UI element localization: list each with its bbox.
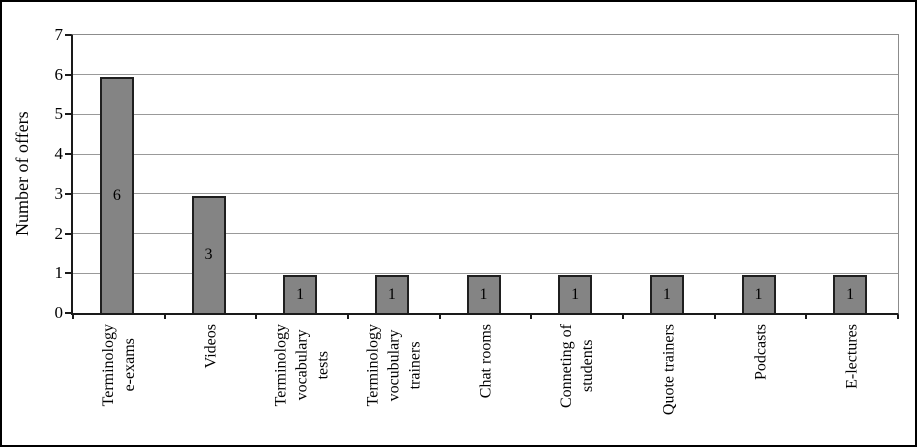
x-category-label: Terminology vocubulary trainers <box>364 324 424 407</box>
bar-value-label: 1 <box>387 286 396 304</box>
y-tick-label: 2 <box>54 223 64 243</box>
x-tick-mark <box>347 315 349 319</box>
bar: 1 <box>741 275 776 313</box>
bar: 1 <box>649 275 684 313</box>
x-tick-mark <box>530 315 533 319</box>
y-tick-mark <box>65 312 71 314</box>
bar: 1 <box>558 275 593 313</box>
bar-value-label: 1 <box>479 286 488 304</box>
x-category-label: Conneting of students <box>558 324 597 408</box>
x-category-label: E-lectures <box>843 324 861 389</box>
y-tick-label: 5 <box>54 104 64 124</box>
bar-value-label: 1 <box>296 286 305 304</box>
gridline <box>73 193 898 195</box>
bar-value-label: 1 <box>662 286 671 304</box>
x-category-label: Chat rooms <box>477 324 494 399</box>
x-tick-mark <box>713 315 716 319</box>
plot-area: 6 3 1 1 1 1 1 1 1 <box>65 34 899 319</box>
y-tick-mark <box>65 192 71 195</box>
x-category-label: Videos <box>202 324 219 369</box>
gridline <box>73 74 898 76</box>
y-tick-label: 4 <box>54 144 64 164</box>
bar: 6 <box>99 76 134 313</box>
y-tick-mark <box>65 113 71 116</box>
bar: 1 <box>833 275 868 313</box>
gridline <box>73 153 898 155</box>
bar: 3 <box>191 195 226 313</box>
gridline <box>73 113 898 115</box>
y-tick-label: 3 <box>54 183 64 203</box>
x-tick-mark <box>255 315 258 319</box>
x-category-label: Terminology e-exams <box>99 324 138 407</box>
x-category-label: Podcasts <box>752 324 769 380</box>
x-tick-mark <box>163 315 166 319</box>
x-tick-mark <box>438 315 441 319</box>
y-tick-label: 1 <box>54 263 64 283</box>
x-category-label: Quote trainers <box>660 324 678 416</box>
y-tick-mark <box>65 153 71 156</box>
x-tick-mark <box>622 315 624 319</box>
y-tick-label: 7 <box>54 25 64 44</box>
gridline <box>73 272 898 274</box>
y-tick-mark <box>65 272 71 275</box>
bar-value-label: 3 <box>204 246 213 264</box>
x-tick-mark <box>805 315 808 319</box>
y-tick-mark <box>65 232 71 235</box>
bar: 1 <box>374 275 409 313</box>
y-tick-label: 0 <box>54 303 64 322</box>
gridline <box>73 233 898 235</box>
bar-value-label: 1 <box>754 286 763 304</box>
bar: 1 <box>283 275 318 313</box>
y-tick-label: 6 <box>54 64 64 84</box>
bar-value-label: 1 <box>571 286 580 304</box>
x-tick-mark <box>72 315 74 319</box>
y-tick-mark <box>65 73 71 76</box>
x-tick-mark <box>897 315 899 319</box>
bar: 1 <box>466 275 501 313</box>
y-tick-mark <box>65 34 71 36</box>
x-category-label: Terminology vocabulary tests <box>272 324 332 407</box>
bar-value-label: 1 <box>846 286 855 304</box>
bar-value-label: 6 <box>112 186 121 204</box>
